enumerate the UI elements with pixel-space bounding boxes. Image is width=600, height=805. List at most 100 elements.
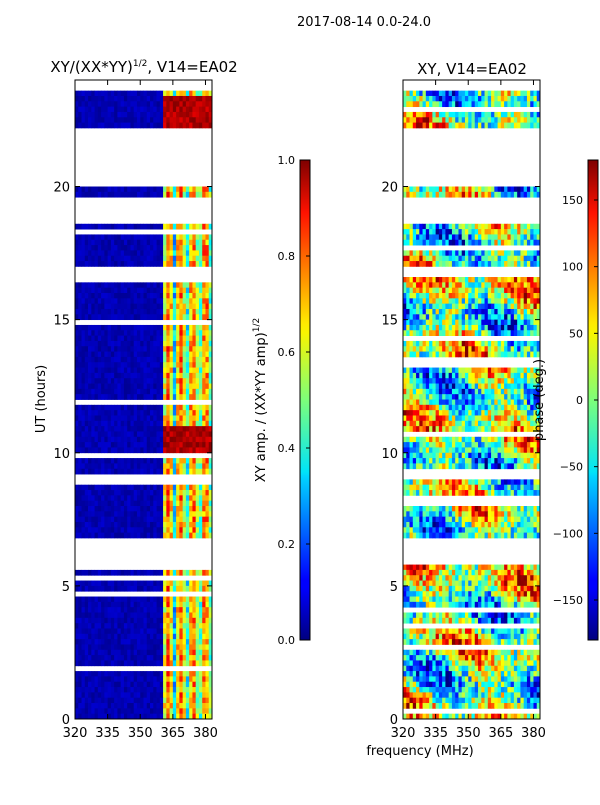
heatmap-cell: [78, 330, 82, 336]
heatmap-cell: [111, 463, 115, 469]
heatmap-cell: [179, 437, 183, 443]
heatmap-cell: [176, 405, 180, 411]
heatmap-cell: [163, 570, 167, 576]
heatmap-cell: [475, 234, 479, 240]
heatmap-cell: [176, 117, 180, 123]
heatmap-cell: [189, 437, 193, 443]
heatmap-cell: [183, 442, 187, 448]
heatmap-cell: [504, 341, 508, 347]
heatmap-cell: [127, 346, 131, 352]
heatmap-cell: [468, 389, 472, 395]
heatmap-cell: [144, 650, 148, 656]
heatmap-cell: [130, 708, 134, 714]
heatmap-cell: [205, 628, 209, 634]
heatmap-cell: [104, 352, 108, 358]
heatmap-cell: [176, 708, 180, 714]
heatmap-cell: [186, 192, 190, 198]
heatmap-cell: [147, 330, 151, 336]
heatmap-cell: [186, 671, 190, 677]
heatmap-cell: [121, 410, 125, 416]
heatmap-cell: [160, 352, 164, 358]
heatmap-cell: [403, 346, 407, 352]
heatmap-cell: [114, 282, 118, 288]
heatmap-cell: [85, 469, 89, 475]
heatmap-cell: [147, 314, 151, 320]
heatmap-cell: [186, 357, 190, 363]
heatmap-cell: [134, 517, 138, 523]
heatmap-cell: [189, 357, 193, 363]
heatmap-cell: [173, 623, 177, 629]
heatmap-cell: [127, 511, 131, 517]
heatmap-cell: [445, 384, 449, 390]
heatmap-cell: [410, 288, 414, 294]
heatmap-cell: [429, 261, 433, 267]
heatmap-cell: [179, 389, 183, 395]
heatmap-cell: [520, 250, 524, 256]
heatmap-cell: [439, 96, 443, 102]
heatmap-cell: [533, 234, 537, 240]
heatmap-cell: [150, 644, 154, 650]
heatmap-cell: [166, 490, 170, 496]
heatmap-cell: [173, 692, 177, 698]
heatmap-cell: [179, 527, 183, 533]
heatmap-cell: [419, 330, 423, 336]
heatmap-cell: [130, 447, 134, 453]
heatmap-cell: [88, 501, 92, 507]
heatmap-cell: [498, 293, 502, 299]
heatmap-cell: [514, 96, 518, 102]
heatmap-cell: [111, 597, 115, 603]
heatmap-cell: [170, 256, 174, 262]
heatmap-cell: [82, 708, 86, 714]
heatmap-cell: [88, 511, 92, 517]
heatmap-cell: [494, 298, 498, 304]
heatmap-cell: [153, 692, 157, 698]
heatmap-cell: [163, 708, 167, 714]
heatmap-cell: [196, 607, 200, 613]
heatmap-cell: [104, 581, 108, 587]
heatmap-cell: [403, 261, 407, 267]
heatmap-cell: [472, 96, 476, 102]
heatmap-cell: [130, 650, 134, 656]
heatmap-cell: [488, 234, 492, 240]
heatmap-cell: [517, 250, 521, 256]
heatmap-cell: [144, 469, 148, 475]
heatmap-cell: [514, 378, 518, 384]
heatmap-cell: [468, 234, 472, 240]
heatmap-cell: [192, 602, 196, 608]
heatmap-cell: [166, 405, 170, 411]
heatmap-cell: [160, 607, 164, 613]
heatmap-cell: [455, 304, 459, 310]
heatmap-cell: [82, 410, 86, 416]
heatmap-cell: [166, 288, 170, 294]
heatmap-cell: [478, 123, 482, 129]
heatmap-cell: [196, 581, 200, 587]
heatmap-cell: [150, 586, 154, 592]
heatmap-cell: [449, 341, 453, 347]
heatmap-cell: [455, 314, 459, 320]
heatmap-cell: [117, 687, 121, 693]
heatmap-cell: [517, 117, 521, 123]
heatmap-cell: [95, 676, 99, 682]
heatmap-cell: [166, 256, 170, 262]
heatmap-cell: [157, 623, 161, 629]
heatmap-cell: [485, 261, 489, 267]
heatmap-cell: [445, 91, 449, 97]
heatmap-cell: [183, 245, 187, 251]
heatmap-cell: [163, 91, 167, 97]
heatmap-cell: [173, 650, 177, 656]
heatmap-cell: [429, 368, 433, 374]
heatmap-cell: [429, 282, 433, 288]
heatmap-cell: [166, 506, 170, 512]
heatmap-cell: [121, 405, 125, 411]
heatmap-cell: [173, 309, 177, 315]
heatmap-cell: [517, 384, 521, 390]
heatmap-cell: [485, 346, 489, 352]
heatmap-cell: [432, 304, 436, 310]
heatmap-cell: [147, 628, 151, 634]
heatmap-cell: [413, 224, 417, 230]
heatmap-cell: [520, 330, 524, 336]
heatmap-cell: [114, 384, 118, 390]
heatmap-cell: [202, 336, 206, 342]
heatmap-cell: [517, 341, 521, 347]
